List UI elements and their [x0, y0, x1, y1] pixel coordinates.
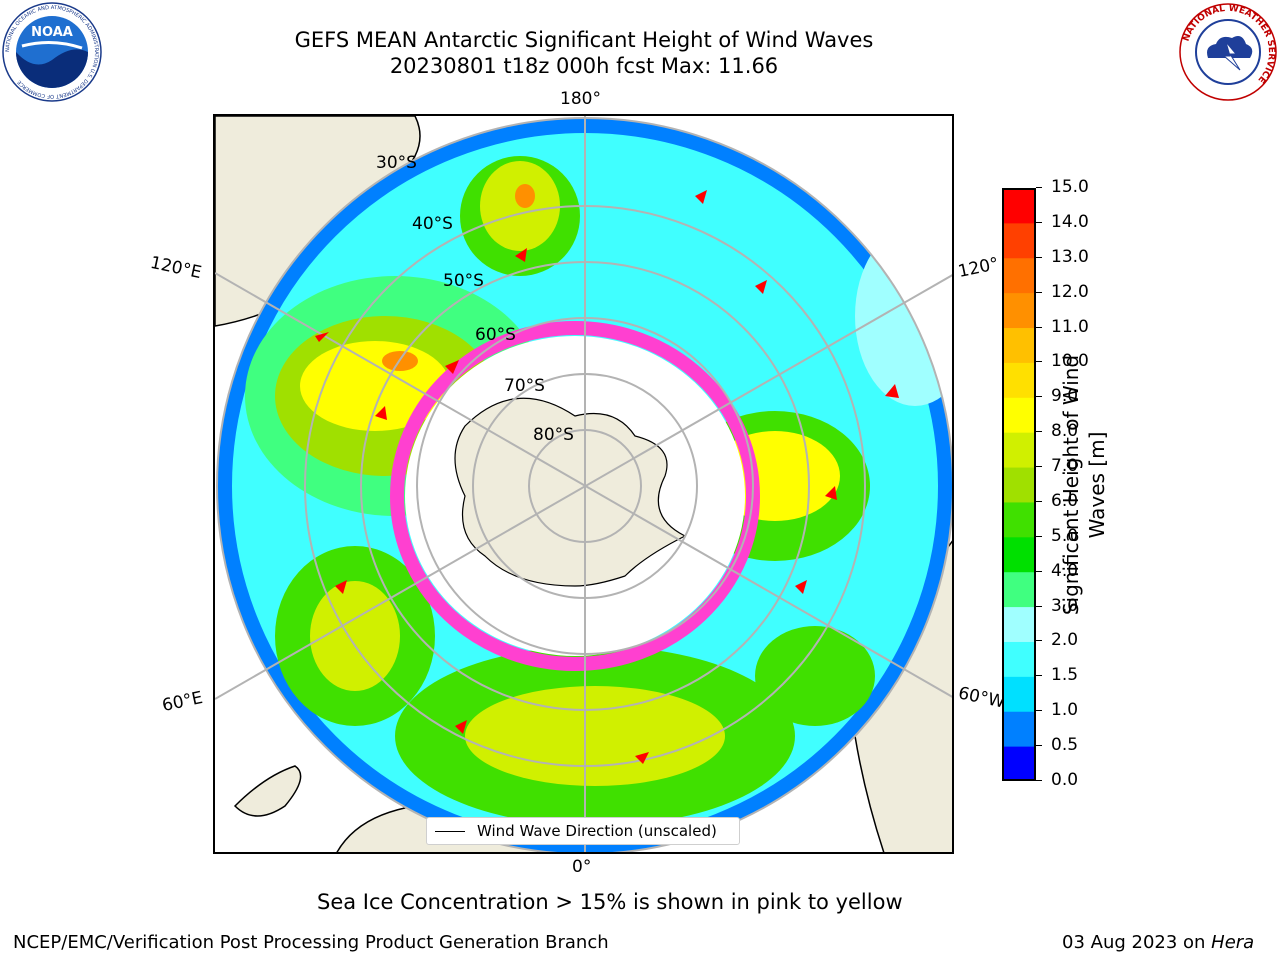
colorbar-segment	[1002, 571, 1036, 608]
colorbar-tick-mark	[1036, 256, 1042, 258]
colorbar-segment	[1002, 222, 1036, 259]
lat-label-40s: 40°S	[412, 214, 453, 234]
colorbar-tick-mark	[1036, 640, 1042, 642]
legend-line-sample	[435, 831, 465, 832]
nws-logo: NATIONAL WEATHER SERVICE	[1179, 3, 1277, 101]
colorbar-tick-mark	[1036, 221, 1042, 223]
lat-label-80s: 80°S	[533, 425, 574, 445]
lon-label-120w: 120°	[956, 253, 1001, 283]
lat-label-50s: 50°S	[443, 271, 484, 291]
colorbar-tick-label: 13.0	[1051, 246, 1089, 267]
madagascar-land	[233, 765, 302, 817]
chart-title-line-2: 20230801 t18z 000h fcst Max: 11.66	[389, 54, 779, 78]
colorbar-tick-label: 11.0	[1051, 316, 1089, 337]
lon-label-0: 0°	[572, 857, 592, 877]
colorbar-tick-label: 9.0	[1051, 386, 1079, 407]
colorbar-tick-mark	[1036, 500, 1042, 502]
lat-label-60s: 60°S	[475, 325, 516, 345]
colorbar-segment	[1002, 467, 1036, 503]
colorbar-tick-mark	[1036, 326, 1042, 328]
colorbar-tick-label: 7.0	[1051, 456, 1079, 477]
colorbar-tick-mark	[1036, 675, 1042, 677]
colorbar-tick-mark	[1036, 187, 1042, 188]
footer-machine: Hera	[1211, 932, 1255, 953]
colorbar-tick-label: 14.0	[1051, 211, 1089, 232]
colorbar-tick-mark	[1036, 710, 1042, 712]
lat-label-30s: 30°S	[376, 153, 417, 173]
lat-label-70s: 70°S	[504, 376, 545, 396]
map-area[interactable]	[213, 114, 954, 854]
colorbar-tick-label: 2.0	[1051, 630, 1079, 651]
colorbar-tick-mark	[1036, 291, 1042, 293]
colorbar-tick-label: 0.5	[1051, 735, 1079, 756]
colorbar-tick-label: 3.0	[1051, 595, 1079, 616]
noaa-logo-text: NOAA	[31, 25, 73, 40]
colorbar-tick-label: 0.0	[1051, 770, 1079, 790]
wave-arrows	[315, 190, 899, 764]
colorbar-segment	[1002, 746, 1036, 781]
colorbar-tick-mark	[1036, 361, 1042, 363]
colorbar-segment	[1002, 501, 1036, 538]
colorbar-tick-mark	[1036, 605, 1042, 607]
colorbar-tick-label: 15.0	[1051, 177, 1089, 197]
footer-date: 03 Aug 2023 on	[1062, 932, 1212, 953]
lon-label-60e: 60°E	[160, 687, 205, 717]
colorbar-tick-mark	[1036, 570, 1042, 572]
lon-label-120e: 120°E	[148, 252, 204, 284]
colorbar-segment	[1002, 711, 1036, 747]
noaa-logo: NOAA NATIONAL OCEANIC AND ATMOSPHERIC AD…	[2, 2, 102, 102]
colorbar-tick-mark	[1036, 466, 1042, 468]
map-legend: Wind Wave Direction (unscaled)	[426, 817, 740, 845]
colorbar-tick-label: 10.0	[1051, 351, 1089, 372]
chart-title-line-1: GEFS MEAN Antarctic Significant Height o…	[294, 28, 874, 52]
colorbar-segment	[1002, 257, 1036, 294]
colorbar-segment	[1002, 536, 1036, 573]
colorbar-tick-label: 6.0	[1051, 490, 1079, 511]
colorbar-segment	[1002, 362, 1036, 398]
colorbar-segment	[1002, 397, 1036, 433]
colorbar-ticks: 0.0 0.5 1.0 1.5 2.0 3.0 4.0 5.0 6.0 7.0 8.0 9.0 10.0…	[1036, 179, 1096, 789]
sea-ice-note: Sea Ice Concentration > 15% is shown in …	[317, 890, 903, 914]
colorbar-tick-mark	[1036, 745, 1042, 747]
colorbar-label: Significant Height of Wind Waves [m]	[1059, 354, 1109, 616]
colorbar-segment	[1002, 606, 1036, 642]
colorbar-segment	[1002, 188, 1036, 224]
colorbar-segment	[1002, 641, 1036, 677]
colorbar-segment	[1002, 327, 1036, 363]
footer-right: 03 Aug 2023 on Hera	[1062, 932, 1254, 953]
colorbar-tick-mark	[1036, 535, 1042, 537]
colorbar-tick-mark	[1036, 431, 1042, 433]
legend-label: Wind Wave Direction (unscaled)	[477, 822, 717, 840]
colorbar-segment	[1002, 676, 1036, 712]
colorbar-segment	[1002, 292, 1036, 329]
footer-left: NCEP/EMC/Verification Post Processing Pr…	[13, 932, 609, 953]
colorbar	[1002, 188, 1036, 781]
lon-label-60w: 60°W	[956, 683, 1007, 713]
colorbar-tick-label: 1.5	[1051, 665, 1079, 686]
colorbar-tick-mark	[1036, 396, 1042, 398]
lon-label-180: 180°	[560, 89, 601, 109]
colorbar-segment	[1002, 432, 1036, 468]
polar-map	[215, 116, 952, 852]
colorbar-tick-mark	[1036, 780, 1042, 781]
colorbar-tick-label: 4.0	[1051, 560, 1079, 581]
colorbar-tick-label: 5.0	[1051, 525, 1079, 546]
colorbar-tick-label: 12.0	[1051, 281, 1089, 302]
colorbar-tick-label: 8.0	[1051, 421, 1079, 442]
colorbar-tick-label: 1.0	[1051, 700, 1079, 721]
